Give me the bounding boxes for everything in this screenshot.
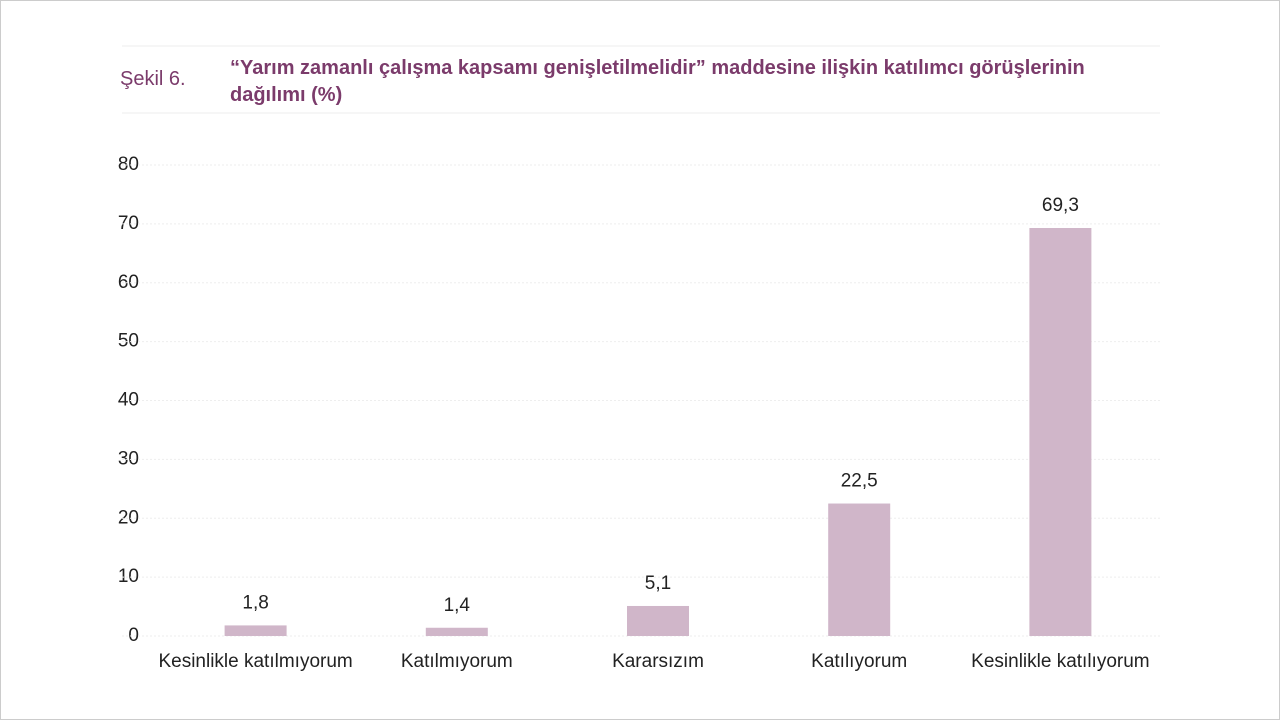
- x-tick-label: Katılmıyorum: [401, 651, 513, 672]
- bar: [828, 503, 891, 636]
- x-tick-label: Katılıyorum: [811, 651, 907, 672]
- value-label: 1,4: [444, 595, 471, 616]
- y-tick-label: 60: [118, 272, 139, 293]
- y-tick-label: 20: [118, 507, 139, 528]
- bar: [224, 625, 287, 636]
- value-label: 5,1: [645, 573, 671, 594]
- figure-label: Şekil 6.: [120, 68, 186, 90]
- x-tick-label: Kesinlikle katılıyorum: [971, 651, 1149, 672]
- value-label: 69,3: [1042, 195, 1079, 216]
- x-tick-label: Kesinlikle katılmıyorum: [158, 651, 352, 672]
- bar: [627, 605, 689, 636]
- value-label: 22,5: [841, 471, 878, 492]
- y-tick-label: 70: [118, 213, 139, 234]
- y-tick-label: 40: [118, 390, 139, 411]
- bar: [1029, 227, 1092, 636]
- y-tick-label: 80: [118, 154, 139, 175]
- y-tick-label: 30: [118, 448, 139, 469]
- y-tick-label: 10: [118, 566, 139, 587]
- y-tick-label: 0: [128, 625, 139, 646]
- y-tick-label: 50: [118, 331, 139, 352]
- bar: [425, 627, 488, 636]
- value-label: 1,8: [242, 592, 268, 613]
- chart-title: “Yarım zamanlı çalışma kapsamı genişleti…: [230, 57, 1085, 106]
- x-tick-label: Kararsızım: [612, 651, 704, 672]
